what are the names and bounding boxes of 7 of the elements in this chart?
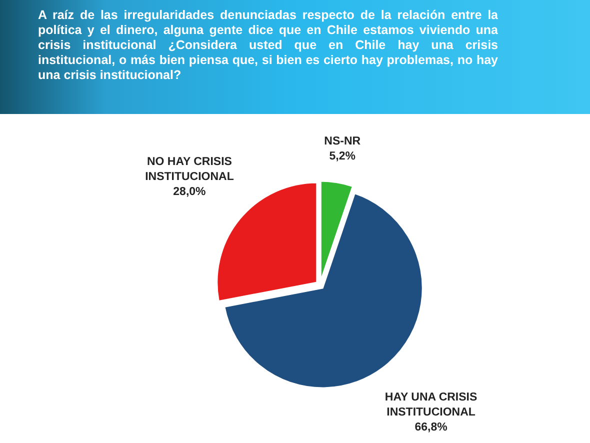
chart-title: A raíz de las irregularidades denunciadas respecto de la relación entre la política y el dinero, alguna gente dice que en Chile estamos viviendo una crisis institucional ¿Considera usted que en Chile hay una crisis institucional, o más bien piensa que, si bien es cierto hay problemas, no hay una crisis institucional? bbox=[38, 8, 498, 83]
data-label: 66,8% bbox=[414, 422, 448, 434]
slice-label: NS-NR bbox=[324, 136, 362, 148]
data-label: 28,0% bbox=[173, 186, 206, 198]
slice-label: NO HAY CRISIS INSTITUCIONAL bbox=[145, 156, 234, 184]
slice-label: HAY UNA CRISIS INSTITUCIONAL bbox=[384, 392, 478, 419]
data-label: 5,2% bbox=[329, 150, 356, 163]
